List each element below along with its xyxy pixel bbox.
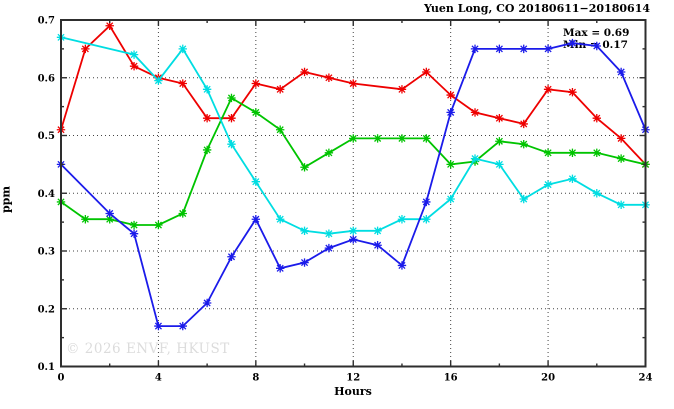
x-tick-label: 12 [346,373,360,384]
y-tick-label: 0.1 [38,362,55,373]
y-tick-label: 0.4 [38,189,55,200]
tick-labels: 0 4 8 12 16 20 24 0.1 0.2 0.3 0.4 0.5 0.6 0.7 [38,16,653,384]
x-tick-label: 16 [444,373,458,384]
chart-title: Yuen Long, CO 20180611−20180614 [424,2,650,15]
series-blue [56,38,650,331]
series-red-markers [56,21,650,169]
series-red [56,21,650,169]
x-tick-label: 4 [155,373,162,384]
y-tick-label: 0.2 [38,304,55,315]
watermark: © 2026 ENVF, HKUST [66,341,230,357]
y-tick-label: 0.7 [38,16,55,27]
y-tick-label: 0.3 [38,247,55,258]
y-tick-label: 0.6 [38,73,55,84]
x-tick-label: 8 [252,373,259,384]
grid-lines [61,20,646,367]
max-value-label: Max = 0.69 [563,27,630,39]
x-tick-label: 20 [541,373,555,384]
axis-ticks [60,19,647,368]
x-tick-label: 24 [639,373,653,384]
x-axis-label: Hours [334,385,372,398]
x-tick-label: 0 [58,373,65,384]
y-tick-label: 0.5 [38,131,55,142]
